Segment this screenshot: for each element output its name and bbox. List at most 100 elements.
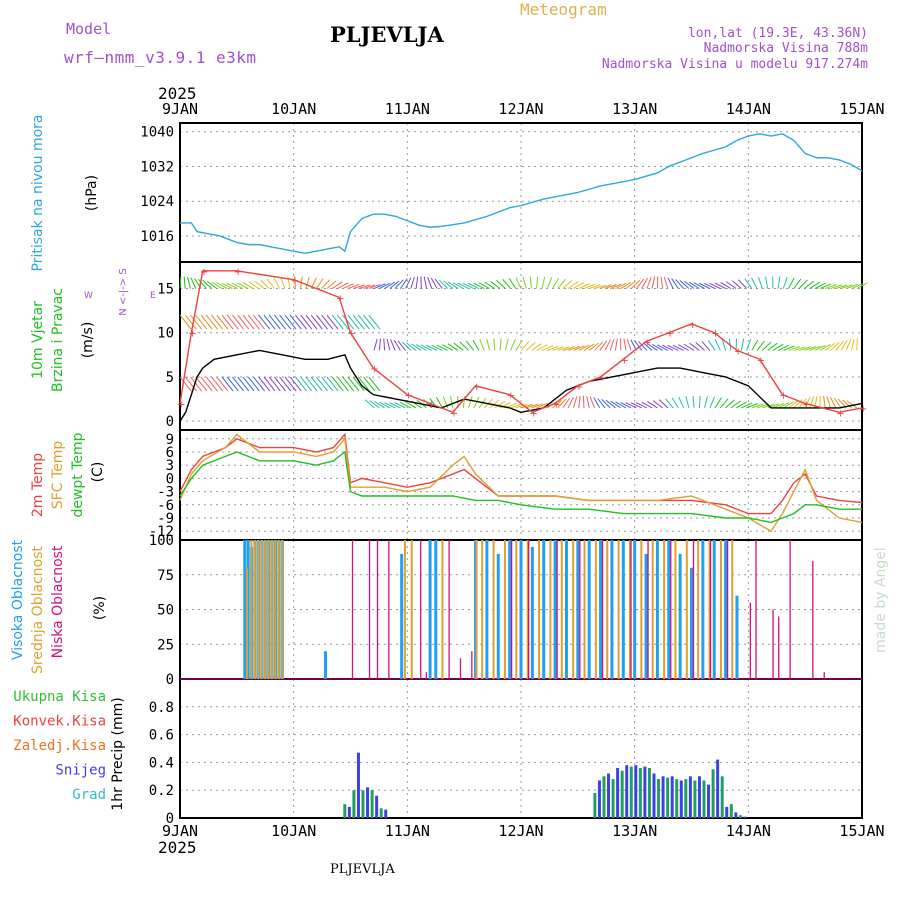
- wind-barb: [473, 396, 480, 409]
- precip-bar: [647, 767, 651, 818]
- cloud-bar-srednja: [253, 540, 256, 679]
- wind-barb: [583, 283, 596, 289]
- precip-bar: [711, 769, 715, 818]
- y-tick-label: 1024: [140, 194, 174, 210]
- wind-axis-title: 10m Vjetar: [30, 301, 46, 379]
- wind-barb: [562, 280, 573, 289]
- wind-barb: [221, 282, 233, 289]
- precip-bar: [702, 780, 706, 818]
- wind-barb: [738, 279, 747, 289]
- cloud-bar-srednja: [663, 540, 666, 679]
- gust-marker: +: [473, 382, 481, 393]
- wind-barb: [605, 399, 616, 409]
- gust-marker: +: [348, 329, 356, 340]
- wind-barb: [331, 281, 343, 289]
- wind-barb: [374, 401, 385, 409]
- wind-barb: [237, 314, 250, 330]
- wind-barb: [426, 344, 438, 351]
- wind-barb: [300, 314, 313, 330]
- wind-barb: [777, 402, 790, 409]
- wind-barb: [833, 397, 842, 409]
- wind-barb: [630, 339, 637, 351]
- cloud-bar-niska: [755, 540, 757, 679]
- wind-barb: [211, 281, 223, 289]
- cloud-bar-niska: [789, 540, 791, 679]
- wind-barb: [714, 339, 721, 351]
- wind-barb: [260, 279, 270, 289]
- wind-barb: [620, 281, 632, 289]
- wind-barb: [536, 276, 538, 289]
- wind-barb: [762, 403, 774, 409]
- cloud-bar-niska: [647, 540, 649, 679]
- wind-barb: [531, 343, 542, 351]
- dewpt-axis-title: dewpt Temp: [70, 432, 86, 517]
- wind-barb: [634, 340, 643, 351]
- cloud-bar-niska: [749, 602, 751, 679]
- gust-marker: +: [643, 338, 651, 349]
- wind-barb: [368, 284, 381, 289]
- cloud-bar-srednja: [264, 540, 267, 679]
- gust-marker: +: [552, 399, 560, 410]
- precip-bar: [366, 787, 370, 818]
- wind-barb: [438, 279, 448, 289]
- wind-barb: [508, 278, 517, 289]
- wind-barb: [646, 277, 652, 289]
- gust-marker: +: [598, 373, 606, 384]
- wind-barb: [536, 402, 548, 409]
- wind-barb: [321, 314, 334, 330]
- wind-barb: [746, 339, 752, 351]
- cloud-bar-visoka: [243, 540, 247, 679]
- wind-barb: [226, 376, 239, 392]
- cloud-bar-visoka: [712, 540, 716, 679]
- precip-bar: [657, 779, 661, 818]
- wind-barb: [211, 376, 224, 392]
- temp2m-axis-title: 2m Temp: [30, 453, 46, 517]
- wind-barb: [179, 314, 192, 330]
- cloud-bar-visoka: [587, 540, 591, 679]
- precip-bar: [679, 780, 683, 818]
- cloud-bar-srednja: [270, 540, 273, 679]
- wind-barb: [352, 376, 365, 392]
- wind-barb: [642, 342, 653, 351]
- wind-barb: [502, 279, 511, 289]
- cloud-bar-niska: [601, 540, 604, 679]
- wind-barb: [295, 314, 307, 330]
- wind-barb: [615, 401, 627, 409]
- wind-barb: [436, 344, 448, 351]
- cloud-bar-srednja: [719, 540, 722, 679]
- wind-barb: [478, 282, 490, 289]
- wind-barb: [756, 403, 769, 409]
- wind-barb: [200, 314, 213, 330]
- wind-barb: [846, 283, 858, 289]
- wind-barb: [263, 314, 276, 330]
- gust-marker: +: [450, 408, 458, 419]
- y-tick-label: 0: [166, 672, 174, 688]
- y-tick-label: -3: [157, 485, 174, 501]
- sfctemp-axis-title: SFC Temp: [50, 441, 66, 510]
- wind-barb: [347, 314, 360, 330]
- wind-barb: [610, 400, 621, 409]
- gust-marker: +: [188, 329, 196, 340]
- wind-barb: [336, 314, 349, 330]
- gust-marker: +: [859, 404, 867, 415]
- wind-barb: [263, 376, 276, 392]
- wind-gust-line: [179, 270, 863, 414]
- cloud-bar-niska: [709, 540, 712, 679]
- bottom-day-label: 11JAN: [385, 822, 430, 840]
- cloud-bar-srednja: [560, 540, 563, 679]
- bottom-day-label: 15JAN: [839, 822, 884, 840]
- wind-barb: [589, 396, 595, 409]
- precip-bar: [716, 759, 720, 818]
- wind-barb: [237, 376, 250, 392]
- cloud-bar-niska: [726, 540, 729, 679]
- wind-barb: [798, 346, 811, 351]
- precip-bar: [602, 776, 606, 818]
- precip-legend-item: Ukupna Kisa: [13, 689, 106, 705]
- wind-barb: [221, 314, 234, 330]
- y-tick-label: 25: [157, 637, 174, 653]
- wind-barb: [667, 277, 674, 289]
- precip-bar: [620, 770, 624, 818]
- wind-barb: [824, 343, 836, 351]
- wind-barb: [546, 277, 553, 289]
- wind-barb: [573, 345, 585, 351]
